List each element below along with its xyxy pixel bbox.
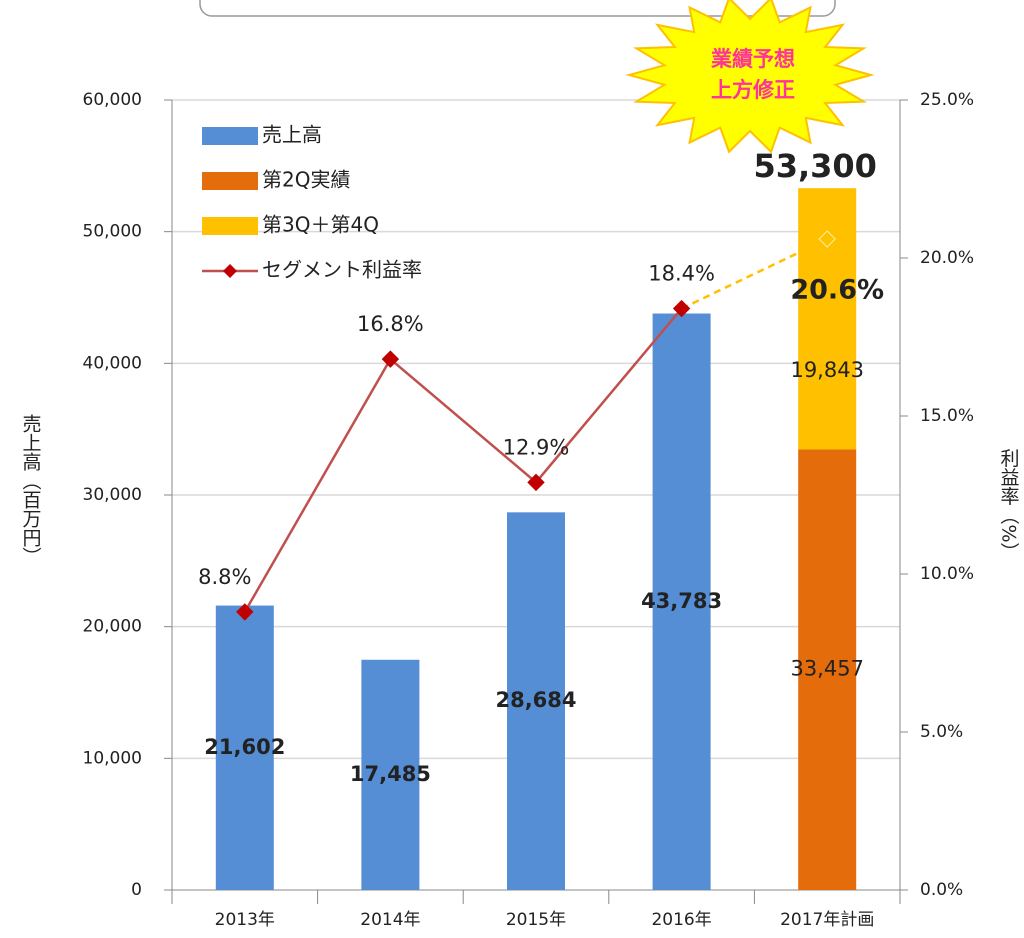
y2-axis-title: 利益率（%） (998, 448, 1020, 561)
bar (361, 659, 420, 890)
y2-tick-label: 5.0% (920, 722, 963, 742)
bar-value-label: 21,602 (204, 735, 285, 759)
x-tick-label: 2013年 (215, 910, 275, 930)
total-label: 53,300 (753, 147, 876, 185)
x-tick-label: 2017年計画 (780, 910, 874, 930)
line-value-label: 20.6% (790, 275, 884, 306)
x-tick-label: 2016年 (651, 910, 711, 930)
line-value-label: 18.4% (648, 262, 715, 286)
starburst (625, 0, 875, 154)
legend-marker (223, 264, 237, 278)
y-tick-label: 20,000 (83, 617, 142, 637)
y-tick-label: 0 (131, 880, 142, 900)
badge-text: 上方修正 (711, 78, 795, 102)
line-marker (527, 473, 545, 492)
line-marker (381, 350, 400, 368)
bar (652, 313, 711, 891)
bar-value-label: 19,843 (790, 358, 863, 382)
y-tick-label: 60,000 (83, 90, 142, 110)
line-marker (818, 230, 836, 248)
legend-swatch (202, 217, 258, 235)
y-axis-title: 売上高（百万円） (20, 414, 42, 566)
line-value-label: 8.8% (198, 565, 251, 589)
badge-text: 業績予想 (711, 47, 795, 71)
bar-value-label: 28,684 (495, 688, 576, 712)
y2-tick-label: 20.0% (920, 248, 974, 268)
line (243, 307, 683, 613)
y-tick-label: 50,000 (83, 222, 142, 242)
legend-label: 第3Q＋第4Q (262, 213, 379, 237)
legend-swatch (202, 172, 258, 190)
projected-line (681, 237, 828, 310)
line-value-label: 12.9% (503, 435, 570, 459)
bar-value-label: 33,457 (790, 657, 863, 681)
bar-value-label: 17,485 (350, 762, 431, 786)
bar (798, 188, 857, 450)
y2-tick-label: 25.0% (920, 90, 974, 110)
bar-value-label: 43,783 (641, 589, 722, 613)
bar (215, 605, 274, 890)
legend-swatch (202, 127, 258, 145)
y-tick-label: 10,000 (83, 748, 142, 768)
line-value-label: 16.8% (357, 312, 424, 336)
legend-label: 第2Q実績 (262, 168, 350, 192)
callout-box (199, 0, 836, 17)
legend-label: 売上高 (262, 123, 322, 147)
line-marker (672, 299, 691, 318)
x-tick-label: 2015年 (506, 910, 566, 930)
y-tick-label: 30,000 (83, 485, 142, 505)
y2-tick-label: 15.0% (920, 406, 974, 426)
y-tick-label: 40,000 (83, 353, 142, 373)
x-tick-label: 2014年 (360, 910, 420, 930)
y2-tick-label: 0.0% (920, 880, 963, 900)
y2-tick-label: 10.0% (920, 564, 974, 584)
bar (798, 449, 857, 890)
line-marker (236, 603, 254, 621)
bar (507, 512, 565, 890)
legend-label: セグメント利益率 (262, 258, 422, 282)
